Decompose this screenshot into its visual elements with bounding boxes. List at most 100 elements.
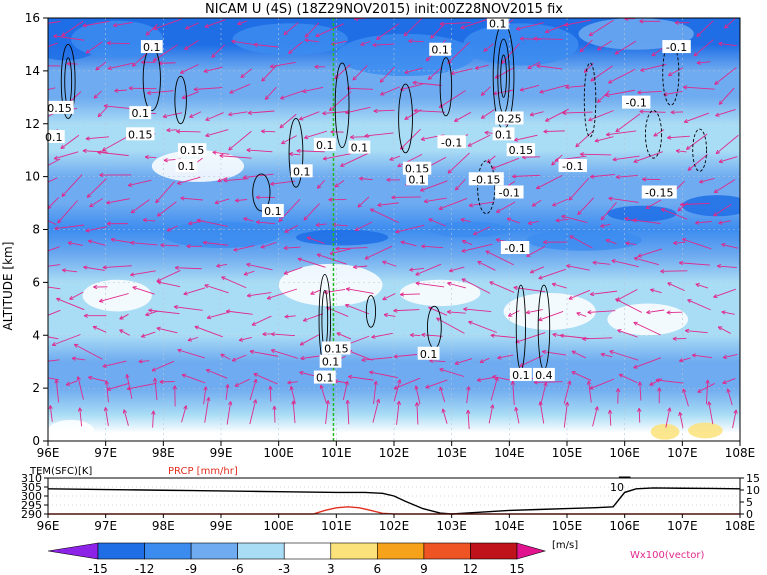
wind-vector-head: [145, 312, 150, 317]
wind-vector-head: [183, 291, 188, 296]
wind-vector: [637, 248, 663, 257]
wind-vector: [494, 67, 515, 79]
wind-vector-head: [334, 183, 339, 188]
colorbar-label: -15: [88, 562, 108, 575]
x-tick-label: 96E: [37, 446, 60, 460]
wind-vector: [345, 304, 370, 315]
wind-vector: [461, 278, 491, 294]
y-tick-label: 14: [25, 64, 40, 78]
wind-vector: [260, 242, 277, 248]
wind-vector-head: [666, 310, 671, 315]
wind-vector-head: [590, 77, 595, 82]
wind-vector: [56, 298, 85, 311]
wind-vector-head: [510, 380, 516, 385]
contour-label: 0.1: [178, 160, 196, 173]
wind-vector-head: [225, 309, 231, 314]
wind-vector-head: [299, 341, 305, 346]
wind-vector: [588, 19, 614, 36]
wind-vector: [606, 130, 637, 136]
wind-vector: [62, 269, 78, 273]
wind-vector: [220, 353, 231, 360]
wind-vector-head: [412, 80, 417, 85]
wind-vector: [400, 293, 420, 296]
wind-vector: [371, 332, 393, 338]
wind-vector-head: [633, 364, 638, 369]
wind-vector-head: [85, 136, 90, 141]
wind-vector: [454, 111, 472, 122]
wind-vector: [582, 337, 613, 340]
wind-vector-head: [575, 142, 580, 148]
wind-vector: [563, 380, 571, 404]
wind-vector-head: [246, 293, 252, 298]
wind-vector: [123, 409, 129, 426]
wind-vector: [696, 20, 714, 37]
wind-vector: [243, 217, 254, 222]
wind-vector-head: [397, 379, 402, 384]
wind-vector: [354, 221, 373, 231]
x-tick-label: 103E: [436, 446, 467, 460]
y-tick-label: 12: [25, 117, 40, 131]
wind-vector-head: [152, 57, 158, 62]
wind-vector-head: [650, 288, 655, 293]
wind-vector: [114, 89, 127, 92]
wind-vector-head: [552, 332, 557, 337]
wind-vector: [55, 379, 60, 403]
wind-vector-head: [125, 374, 130, 379]
wind-vector: [588, 110, 614, 121]
wind-vector-head: [490, 333, 495, 338]
wind-vector-head: [288, 151, 294, 157]
wind-vector: [587, 310, 616, 313]
wind-vector-head: [441, 408, 446, 413]
w-contour: [334, 62, 350, 148]
wind-vector: [297, 258, 326, 268]
tem-tick-label: 305: [21, 481, 42, 494]
wind-vector: [714, 67, 737, 85]
wind-vector-head: [421, 332, 426, 338]
wind-vector-head: [131, 62, 137, 67]
wind-vector-head: [86, 193, 92, 198]
x-tick-label: 98E: [152, 446, 175, 460]
wind-vector: [393, 379, 401, 402]
wind-vector: [261, 130, 276, 133]
wind-vector: [102, 135, 129, 152]
wind-vector: [203, 241, 229, 246]
wind-vector-head: [490, 404, 495, 409]
wind-vector: [148, 309, 180, 315]
wind-vector-head: [221, 276, 226, 281]
contour-label-box: [506, 143, 536, 157]
wind-vector-head: [637, 381, 643, 386]
colorbar-box: [470, 542, 518, 560]
wind-vector: [162, 112, 183, 118]
wind-vector-head: [132, 286, 137, 291]
wind-vector-head: [513, 285, 518, 290]
prcp-tick-label: 0: [746, 508, 753, 521]
wind-vector-head: [533, 380, 538, 385]
w-contour: [439, 57, 453, 117]
wind-vector-head: [468, 320, 473, 325]
wind-vector: [145, 310, 158, 316]
wind-vector-head: [495, 208, 501, 213]
wind-vector: [429, 360, 446, 363]
wind-vector-head: [189, 113, 194, 118]
wind-vector: [372, 398, 380, 423]
wind-vector: [246, 263, 273, 271]
wind-vector: [576, 312, 587, 317]
wind-vector-head: [127, 182, 133, 187]
wind-vector: [204, 397, 210, 423]
wind-vector-head: [340, 162, 345, 167]
wind-vector-head: [51, 342, 57, 347]
wind-vector-head: [376, 35, 381, 40]
wind-vector: [54, 224, 85, 230]
wind-vector-head: [212, 150, 217, 155]
wind-vector: [393, 354, 417, 358]
wind-vector-head: [397, 163, 402, 168]
wind-vector-head: [243, 217, 248, 222]
wind-vector-head: [283, 245, 288, 251]
wind-vector: [113, 22, 133, 27]
wind-vector-head: [372, 42, 377, 48]
wind-vector-head: [697, 388, 702, 393]
wind-vector-head: [568, 196, 573, 201]
wind-vector-head: [624, 217, 629, 222]
wind-vector-head: [246, 148, 251, 153]
wind-vector-head: [633, 158, 638, 163]
